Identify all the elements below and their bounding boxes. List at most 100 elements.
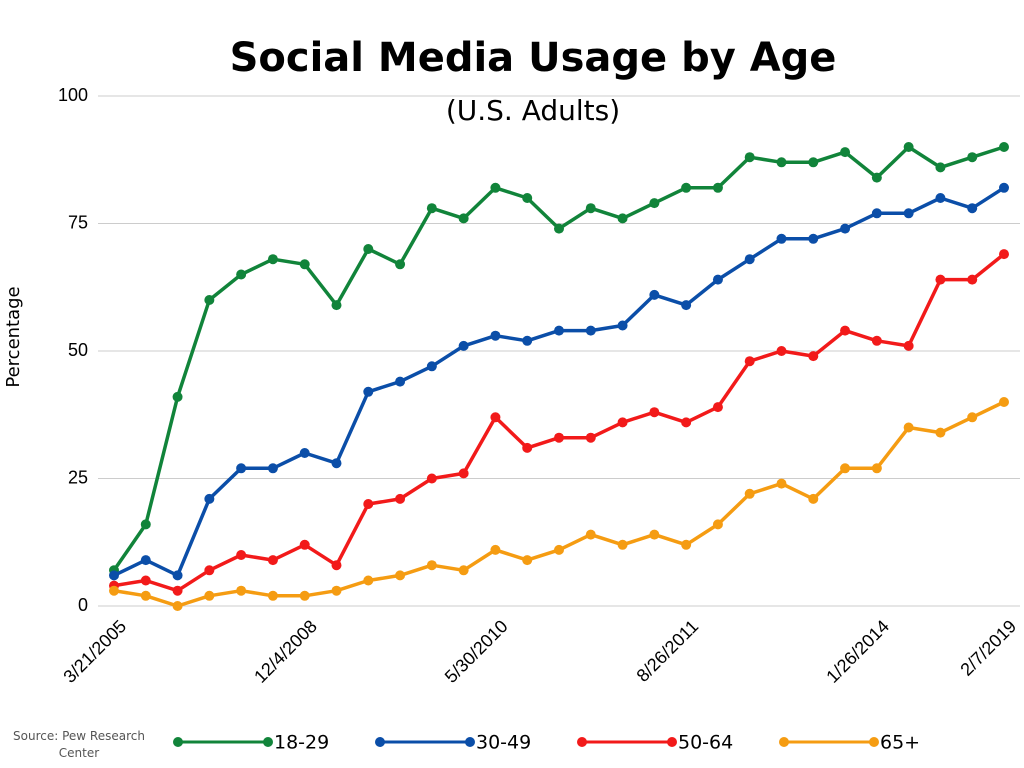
data-point (808, 351, 819, 362)
data-point (935, 162, 946, 173)
data-point (617, 320, 628, 331)
data-point (299, 539, 310, 550)
data-point (681, 539, 692, 550)
data-point (109, 570, 119, 581)
data-point (426, 473, 437, 484)
data-point (204, 590, 215, 601)
data-point (585, 325, 596, 336)
x-tick-label: 1/26/2014 (822, 616, 893, 687)
legend-marker (465, 737, 475, 747)
data-point (585, 529, 596, 540)
source-box: Source: Pew Research Center (13, 729, 145, 760)
data-point (299, 259, 310, 270)
data-point (395, 493, 406, 504)
series-line (112, 145, 1005, 572)
data-point (395, 376, 406, 387)
y-tick-label: 25 (68, 467, 88, 487)
data-point (840, 147, 851, 158)
data-point (967, 274, 978, 285)
data-point (712, 402, 723, 413)
x-tick-label: 2/7/2019 (956, 616, 1020, 680)
legend-label: 30-49 (476, 732, 531, 754)
data-point (236, 550, 247, 560)
data-point (236, 269, 247, 280)
y-tick-label: 75 (68, 212, 88, 232)
y-tick-label: 100 (58, 85, 88, 105)
legend-marker (577, 737, 587, 747)
series-line (113, 400, 1005, 608)
x-tick-label: 5/30/2010 (441, 616, 512, 687)
data-point (331, 560, 342, 571)
y-axis-label: Percentage (3, 286, 24, 387)
data-point (490, 330, 501, 341)
data-point (140, 575, 151, 586)
data-point (363, 244, 374, 254)
data-point (776, 478, 787, 489)
data-point (999, 397, 1009, 407)
data-point (458, 340, 469, 351)
data-point (585, 203, 596, 214)
data-point (681, 182, 692, 193)
x-tick-label: 3/21/2005 (59, 616, 130, 687)
data-point (236, 463, 247, 474)
data-point (871, 463, 882, 474)
data-point (331, 300, 342, 311)
data-point (871, 335, 882, 346)
y-tick-label: 0 (78, 595, 88, 615)
data-point (649, 198, 660, 209)
data-point (204, 295, 215, 305)
data-point (967, 412, 978, 423)
data-point (267, 555, 278, 566)
x-tick-label: 12/4/2008 (250, 616, 321, 687)
data-point (458, 565, 469, 576)
data-point (808, 493, 819, 504)
data-point (585, 432, 596, 443)
y-tick-label: 50 (68, 340, 88, 360)
legend-marker (667, 737, 677, 747)
data-point (935, 427, 946, 438)
data-point (935, 193, 946, 203)
data-point (204, 565, 215, 576)
data-point (267, 590, 278, 601)
data-point (140, 555, 151, 566)
data-point (172, 391, 183, 402)
data-point (871, 208, 882, 219)
data-point (776, 346, 787, 356)
data-point (522, 335, 533, 346)
data-point (649, 529, 660, 540)
data-point (363, 386, 374, 397)
data-point (712, 182, 723, 193)
data-point (458, 213, 469, 224)
data-point (935, 274, 946, 285)
legend-marker (263, 737, 273, 747)
data-point (458, 468, 469, 479)
chart-title: Social Media Usage by Age (230, 35, 837, 81)
data-point (776, 233, 787, 244)
data-point (363, 575, 374, 586)
data-point (903, 208, 914, 219)
legend-marker (173, 737, 183, 747)
data-point (426, 203, 437, 214)
data-point (140, 590, 151, 601)
data-point (617, 417, 628, 428)
data-point (267, 463, 278, 474)
data-point (299, 448, 310, 458)
legend-label: 65+ (880, 732, 920, 754)
legend-label: 50-64 (678, 732, 733, 754)
data-point (808, 157, 819, 168)
data-point (617, 213, 628, 224)
data-point (840, 325, 851, 336)
data-point (331, 585, 342, 596)
data-point (681, 417, 692, 428)
data-point (808, 233, 819, 244)
data-point (331, 458, 342, 469)
data-point (172, 601, 183, 611)
chart-subtitle: (U.S. Adults) (446, 94, 620, 127)
data-point (554, 544, 564, 555)
data-point (490, 182, 501, 193)
data-point (522, 442, 533, 453)
data-point (999, 182, 1009, 193)
data-point (871, 172, 882, 183)
source: Source: Pew Research Center (13, 729, 145, 760)
